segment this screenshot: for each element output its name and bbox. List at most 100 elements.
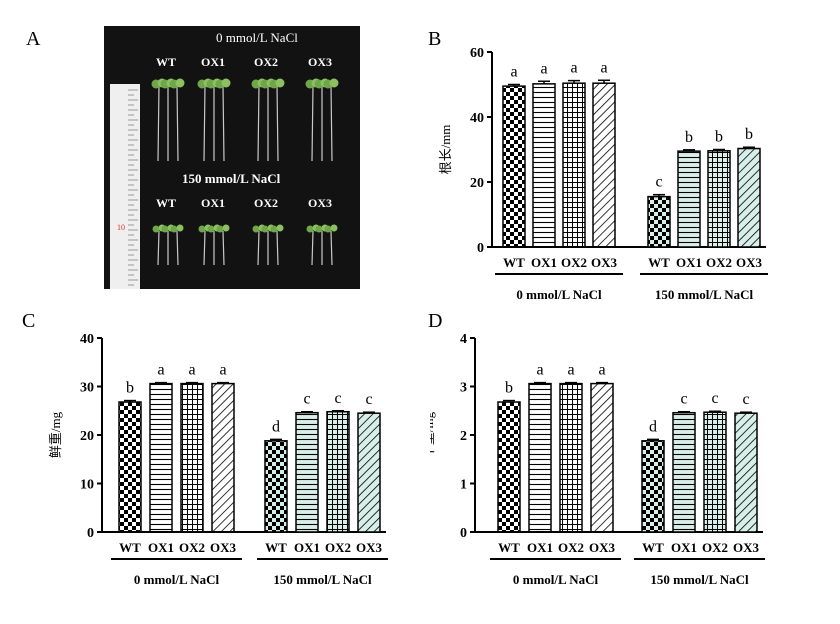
category-label: OX3 [736, 255, 763, 270]
seedling-photo: 10 0 mmol/L NaCl WT OX1 OX2 OX3 150 mmol… [104, 26, 360, 289]
bar-ox2-group2 [703, 411, 727, 533]
y-tick-label: 0 [87, 526, 94, 541]
group-label: 150 mmol/L NaCl [273, 572, 372, 587]
group-label: 150 mmol/L NaCl [655, 287, 754, 302]
significance-letter: c [334, 390, 341, 407]
significance-letter: b [745, 126, 753, 143]
category-label: OX1 [527, 540, 553, 555]
group-label: 150 mmol/L NaCl [650, 572, 749, 587]
category-label: WT [265, 540, 287, 555]
significance-letter: a [598, 362, 605, 379]
significance-letter: a [157, 362, 164, 379]
significance-letter: a [567, 362, 574, 379]
bar-ox3-group2 [357, 412, 381, 533]
panel-label-c: C [22, 310, 36, 332]
chart-fresh-weight: 0 10 20 30 40 鲜重/mg b WT a OX1 a OX2 a OX3 0 mmol/L Na… [48, 332, 388, 587]
bar-ox1-group2 [672, 411, 696, 533]
y-tick-label: 20 [470, 176, 484, 191]
category-label: OX2 [325, 540, 351, 555]
bar-ox1-group1 [149, 382, 173, 533]
y-tick-label: 0 [477, 241, 484, 256]
category-label: OX2 [179, 540, 205, 555]
category-label: WT [498, 540, 520, 555]
y-tick-label: 10 [80, 478, 94, 493]
svg-text:10: 10 [117, 223, 125, 232]
significance-letter: a [600, 59, 607, 76]
significance-letter: a [188, 362, 195, 379]
significance-letter: a [510, 64, 517, 81]
category-label: WT [642, 540, 664, 555]
bar-ox1-group2 [677, 150, 701, 248]
bar-ox3-group1 [592, 82, 616, 248]
category-label: OX2 [706, 255, 732, 270]
photo-label-ox1-top: OX1 [201, 55, 225, 69]
bar-wt-group1 [497, 401, 521, 533]
bar-ox2-group2 [326, 410, 350, 533]
significance-letter: a [219, 362, 226, 379]
category-label: OX3 [589, 540, 616, 555]
y-tick-label: 1 [460, 478, 467, 493]
group-label: 0 mmol/L NaCl [516, 287, 602, 302]
bar-ox3-group2 [734, 412, 758, 533]
photo-label-ox2-bottom: OX2 [254, 196, 278, 210]
significance-letter: a [536, 362, 543, 379]
bar-ox2-group1 [180, 382, 204, 533]
photo-condition-top: 0 mmol/L NaCl [216, 30, 298, 45]
bar-ox1-group2 [295, 411, 319, 533]
significance-letter: c [742, 391, 749, 408]
y-tick-label: 60 [470, 46, 484, 61]
seedlings-control [151, 78, 339, 162]
photo-condition-bottom: 150 mmol/L NaCl [182, 171, 281, 186]
significance-letter: c [303, 391, 310, 408]
bar-ox3-group1 [211, 382, 235, 533]
y-tick-label: 3 [460, 381, 467, 396]
significance-letter: d [649, 418, 657, 435]
bar-ox3-group1 [590, 382, 614, 533]
significance-letter: b [126, 380, 134, 397]
significance-letter: c [680, 391, 687, 408]
category-label: OX2 [702, 540, 728, 555]
y-tick-label: 0 [460, 526, 467, 541]
photo-label-wt-top: WT [156, 55, 176, 69]
bar-ox2-group1 [562, 82, 586, 248]
photo-label-ox2-top: OX2 [254, 55, 278, 69]
y-axis-label: 鲜重/mg [48, 411, 63, 458]
category-label: OX3 [733, 540, 760, 555]
bar-wt-group2 [641, 440, 665, 533]
y-tick-label: 4 [460, 332, 467, 347]
significance-letter: d [272, 418, 280, 435]
significance-letter: b [685, 129, 693, 146]
category-label: OX1 [531, 255, 557, 270]
bar-ox3-group2 [737, 147, 761, 248]
bar-wt-group1 [502, 85, 526, 248]
bar-wt-group2 [264, 440, 288, 533]
photo-label-ox3-top: OX3 [308, 55, 332, 69]
category-label: OX3 [210, 540, 237, 555]
y-axis-label: 根长/mm [438, 125, 453, 175]
category-label: OX2 [561, 255, 587, 270]
significance-letter: c [711, 390, 718, 407]
panel-label-b: B [428, 28, 442, 50]
y-tick-label: 20 [80, 429, 94, 444]
panel-label-d: D [428, 310, 443, 332]
category-label: OX3 [591, 255, 618, 270]
y-tick-label: 30 [80, 381, 94, 396]
seedlings-salt [152, 224, 338, 266]
y-tick-label: 40 [470, 111, 484, 126]
significance-letter: a [540, 60, 547, 77]
significance-letter: b [505, 380, 513, 397]
photo-label-ox1-bottom: OX1 [201, 196, 225, 210]
category-label: OX2 [558, 540, 584, 555]
photo-label-ox3-bottom: OX3 [308, 196, 332, 210]
bar-wt-group2 [647, 195, 671, 248]
chart-root-length: 0 20 40 60 根长/mm a WT a OX1 a OX2 a OX3 0 mmol/L NaCl… [438, 46, 768, 302]
bar-ox1-group1 [528, 382, 552, 533]
bar-ox2-group1 [559, 382, 583, 533]
significance-letter: c [365, 391, 372, 408]
seedling-photo-drawing: 10 0 mmol/L NaCl WT OX1 OX2 OX3 150 mmol… [104, 26, 360, 289]
category-label: WT [648, 255, 670, 270]
bar-wt-group1 [118, 401, 142, 533]
category-label: OX1 [294, 540, 320, 555]
category-label: OX1 [676, 255, 702, 270]
ruler: 10 [110, 84, 140, 289]
